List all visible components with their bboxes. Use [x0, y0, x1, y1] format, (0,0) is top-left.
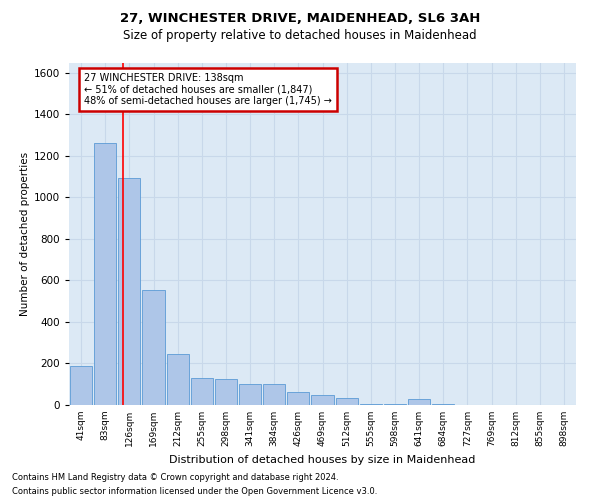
Bar [384, 404, 406, 405]
Text: Contains public sector information licensed under the Open Government Licence v3: Contains public sector information licen… [12, 488, 377, 496]
Bar [239, 384, 261, 405]
Text: Size of property relative to detached houses in Maidenhead: Size of property relative to detached ho… [123, 29, 477, 42]
Text: 27, WINCHESTER DRIVE, MAIDENHEAD, SL6 3AH: 27, WINCHESTER DRIVE, MAIDENHEAD, SL6 3A… [120, 12, 480, 26]
Bar [167, 354, 189, 405]
Bar [408, 399, 430, 405]
Bar [311, 394, 334, 405]
Text: 27 WINCHESTER DRIVE: 138sqm
← 51% of detached houses are smaller (1,847)
48% of : 27 WINCHESTER DRIVE: 138sqm ← 51% of det… [84, 73, 332, 106]
Bar [335, 398, 358, 405]
Bar [118, 178, 140, 405]
Text: Contains HM Land Registry data © Crown copyright and database right 2024.: Contains HM Land Registry data © Crown c… [12, 472, 338, 482]
Bar [215, 379, 237, 405]
Y-axis label: Number of detached properties: Number of detached properties [20, 152, 29, 316]
Bar [263, 384, 286, 405]
Bar [432, 404, 454, 405]
Bar [287, 392, 310, 405]
Bar [191, 378, 213, 405]
Bar [94, 144, 116, 405]
Bar [70, 366, 92, 405]
X-axis label: Distribution of detached houses by size in Maidenhead: Distribution of detached houses by size … [169, 454, 476, 464]
Bar [359, 404, 382, 405]
Bar [142, 290, 164, 405]
